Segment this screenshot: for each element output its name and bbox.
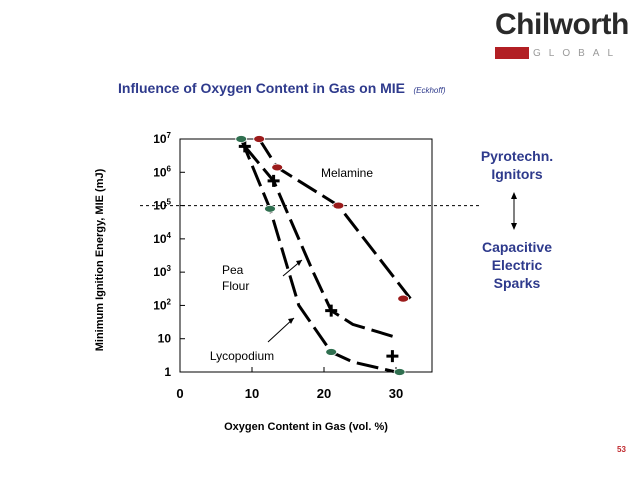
lycopodium-arrow: [267, 317, 295, 343]
pea-flour-point: [267, 174, 280, 187]
y-tick-label: 10: [158, 332, 172, 346]
chilworth-logo: Chilworth GLOBAL: [495, 6, 631, 74]
range-arrow-up: [511, 192, 517, 199]
x-tick-label: 20: [317, 386, 331, 401]
y-tick-label: 105: [153, 198, 171, 213]
capacitive-sparks-label: Capacitive Electric Sparks: [482, 239, 552, 291]
melamine-point: [271, 163, 284, 172]
range-arrow-down: [511, 223, 517, 230]
lycopodium-line: [239, 138, 397, 374]
lycopodium-point: [325, 348, 338, 356]
x-tick-label: 0: [176, 386, 183, 401]
x-tick-label: 30: [389, 386, 403, 401]
pea-flour-point: [325, 304, 338, 317]
y-tick-label: 1: [164, 365, 171, 379]
melamine-line: [257, 138, 412, 300]
pea-flour-point: [386, 350, 399, 363]
y-tick-label: 107: [153, 131, 171, 146]
pea-flour-line: [243, 145, 397, 339]
melamine-point: [397, 294, 410, 303]
y-tick-label: 102: [153, 297, 171, 312]
logo-wordmark: Chilworth: [495, 8, 629, 41]
slide-title-block: Influence of Oxygen Content in Gas on MI…: [118, 80, 446, 98]
melamine-label: Melamine: [321, 166, 373, 180]
x-axis-label: Oxygen Content in Gas (vol. %): [224, 421, 388, 433]
logo-subtext: GLOBAL: [533, 48, 622, 59]
lycopodium-point: [393, 368, 406, 376]
pea-flour-point: [238, 140, 251, 153]
melamine-point: [332, 201, 345, 210]
slide-title-citation: (Eckhoff): [413, 86, 446, 95]
page-number: 53: [617, 445, 626, 454]
melamine-point: [253, 135, 266, 143]
y-axis-label: Minimum Ignition Energy, MIE (mJ): [94, 168, 106, 351]
pyrotechnic-ignitors-label: Pyrotechn. Ignitors: [481, 148, 553, 182]
y-tick-label: 106: [153, 164, 171, 179]
pea-flour-arrowhead: [296, 260, 302, 266]
slide-title: Influence of Oxygen Content in Gas on MI…: [118, 80, 406, 96]
lycopodium-point: [264, 204, 276, 213]
x-tick-label: 10: [245, 386, 259, 401]
logo-red-bar: [495, 47, 529, 59]
lycopodium-label: Lycopodium: [210, 349, 274, 363]
y-tick-label: 104: [153, 231, 171, 246]
y-tick-label: 103: [153, 264, 171, 279]
lycopodium-arrowhead: [288, 318, 294, 324]
lycopodium-point: [235, 135, 248, 143]
pea-flour-label: Pea Flour: [222, 263, 249, 293]
plot-frame: [179, 138, 433, 373]
